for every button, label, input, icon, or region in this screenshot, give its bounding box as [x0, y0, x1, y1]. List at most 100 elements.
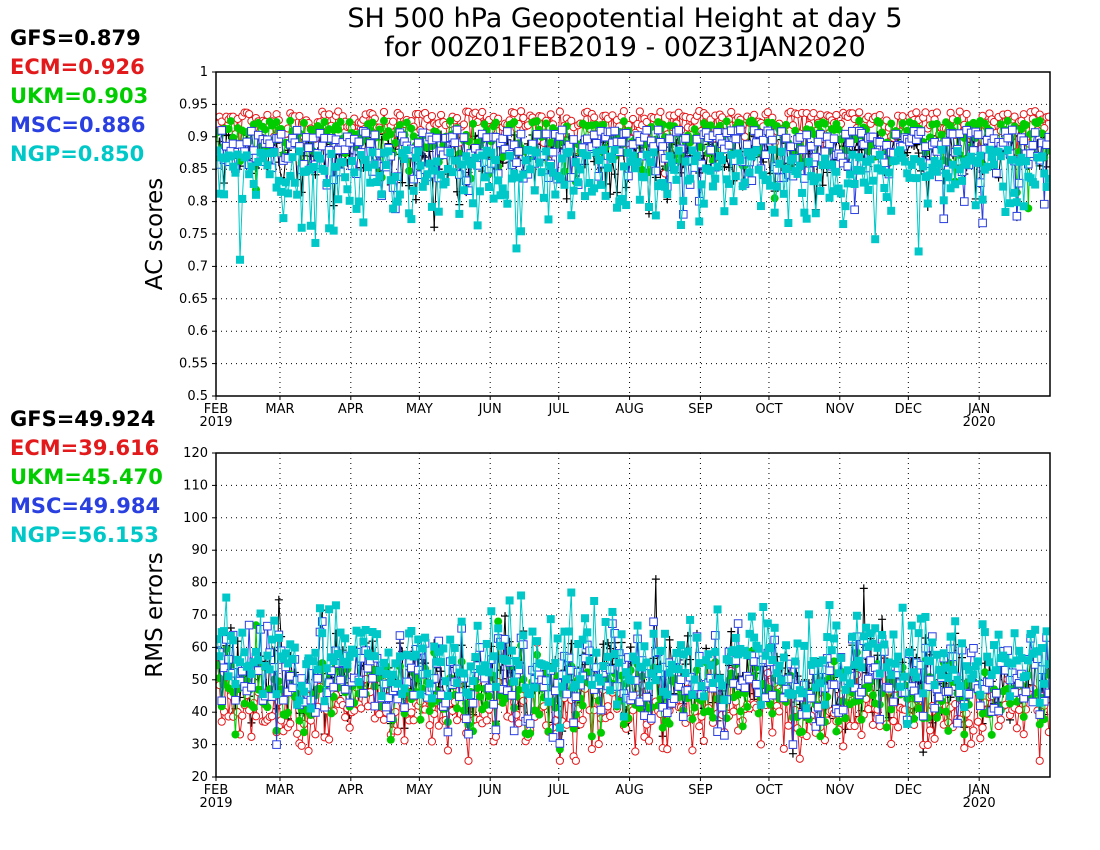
- data-point-ngp: [617, 194, 626, 203]
- data-point-ngp: [416, 690, 425, 699]
- data-point-ecm: [512, 710, 521, 719]
- data-point-ngp: [354, 197, 363, 206]
- data-point-ngp: [334, 650, 343, 659]
- data-point-ngp: [729, 646, 738, 655]
- data-point-msc: [761, 150, 770, 159]
- data-point-msc: [1003, 646, 1013, 655]
- data-point-ngp: [558, 154, 567, 163]
- data-point-ngp: [729, 197, 738, 206]
- data-point-ngp: [681, 668, 690, 677]
- data-point-msc: [359, 688, 368, 698]
- data-point-msc: [329, 682, 338, 692]
- data-point-ngp: [942, 663, 951, 672]
- data-point-ukm: [345, 118, 354, 127]
- data-point-ecm: [967, 739, 976, 748]
- data-point-ecm: [912, 108, 921, 117]
- data-point-ngp: [597, 180, 606, 189]
- data-point-ukm: [722, 714, 731, 723]
- data-point-ngp: [519, 170, 528, 179]
- data-point-ukm: [690, 703, 699, 712]
- score-ecm: ECM=39.616: [10, 436, 159, 460]
- data-point-ngp: [832, 621, 841, 630]
- data-point-ecm: [345, 723, 354, 732]
- data-point-ukm: [546, 138, 555, 147]
- data-point-msc: [1021, 687, 1031, 697]
- y-tick-label: 0.5: [187, 389, 208, 404]
- data-point-ngp: [1006, 692, 1015, 701]
- data-point-ngp: [887, 206, 896, 215]
- data-point-ngp: [384, 147, 393, 156]
- data-point-msc: [1035, 710, 1045, 719]
- data-point-ngp: [366, 652, 375, 661]
- data-point-ngp: [894, 652, 903, 661]
- data-point-ngp: [286, 640, 295, 649]
- data-point-ukm: [510, 118, 519, 127]
- data-point-ngp: [423, 170, 432, 179]
- data-point-ngp: [825, 193, 834, 202]
- data-point-ecm: [555, 107, 564, 116]
- data-point-ngp: [724, 179, 733, 188]
- data-point-ecm: [775, 707, 784, 716]
- data-point-ukm: [768, 709, 777, 718]
- data-point-ngp: [216, 146, 222, 155]
- data-point-ecm: [1044, 728, 1050, 737]
- data-point-msc: [610, 126, 620, 136]
- y-tick-label: 30: [191, 738, 208, 753]
- data-point-ukm: [887, 705, 896, 714]
- data-point-ngp: [421, 633, 430, 642]
- data-point-ecm: [628, 114, 638, 124]
- data-point-msc: [315, 128, 325, 138]
- data-point-ngp: [759, 171, 768, 180]
- data-point-gfs: [919, 748, 928, 757]
- data-point-msc: [1044, 132, 1050, 142]
- data-point-ngp: [873, 164, 882, 173]
- data-point-ngp: [405, 209, 414, 218]
- data-point-gfs: [405, 181, 414, 190]
- data-point-ukm: [887, 119, 896, 128]
- data-point-ecm: [857, 730, 866, 740]
- data-point-msc: [992, 168, 1001, 178]
- data-point-ngp: [763, 175, 772, 184]
- x-tick-label: SEP: [688, 783, 712, 798]
- data-point-ngp: [274, 633, 283, 642]
- y-axis-label: AC scores: [142, 178, 168, 290]
- x-tick-label: MAR: [265, 402, 294, 417]
- data-point-ngp: [219, 190, 228, 199]
- data-point-msc: [864, 674, 873, 684]
- y-tick-label: 20: [191, 770, 208, 785]
- data-point-ukm: [619, 117, 628, 126]
- data-point-ngp: [521, 156, 530, 165]
- data-point-msc: [468, 698, 478, 708]
- data-point-msc: [875, 714, 885, 724]
- data-point-ecm: [1012, 724, 1021, 733]
- data-point-ngp: [462, 152, 471, 161]
- data-point-ngp: [533, 637, 542, 646]
- data-point-ukm: [514, 685, 523, 694]
- data-point-ecm: [562, 720, 571, 729]
- data-point-ngp: [1044, 660, 1050, 669]
- y-tick-label: 40: [191, 705, 208, 720]
- data-point-ngp: [370, 652, 379, 661]
- data-point-ngp: [418, 182, 427, 191]
- data-point-msc: [308, 133, 318, 143]
- data-point-ngp: [450, 643, 459, 652]
- data-point-ngp: [247, 162, 256, 171]
- data-point-ngp: [834, 669, 843, 678]
- data-point-msc: [678, 210, 688, 219]
- data-point-ngp: [836, 189, 845, 198]
- data-point-ngp: [713, 605, 722, 614]
- data-point-ukm: [715, 121, 724, 130]
- data-point-ngp: [263, 651, 272, 660]
- data-point-ngp: [996, 152, 1005, 161]
- data-point-ngp: [818, 161, 827, 170]
- data-point-ukm: [690, 125, 699, 134]
- series-ngp: [216, 145, 1050, 264]
- data-point-gfs: [878, 615, 887, 624]
- data-point-ngp: [1006, 199, 1015, 208]
- data-point-msc: [964, 689, 974, 699]
- data-point-msc: [731, 134, 741, 144]
- x-tick-label: NOV: [825, 783, 854, 798]
- data-point-ngp: [665, 668, 674, 677]
- data-point-ukm: [914, 704, 923, 713]
